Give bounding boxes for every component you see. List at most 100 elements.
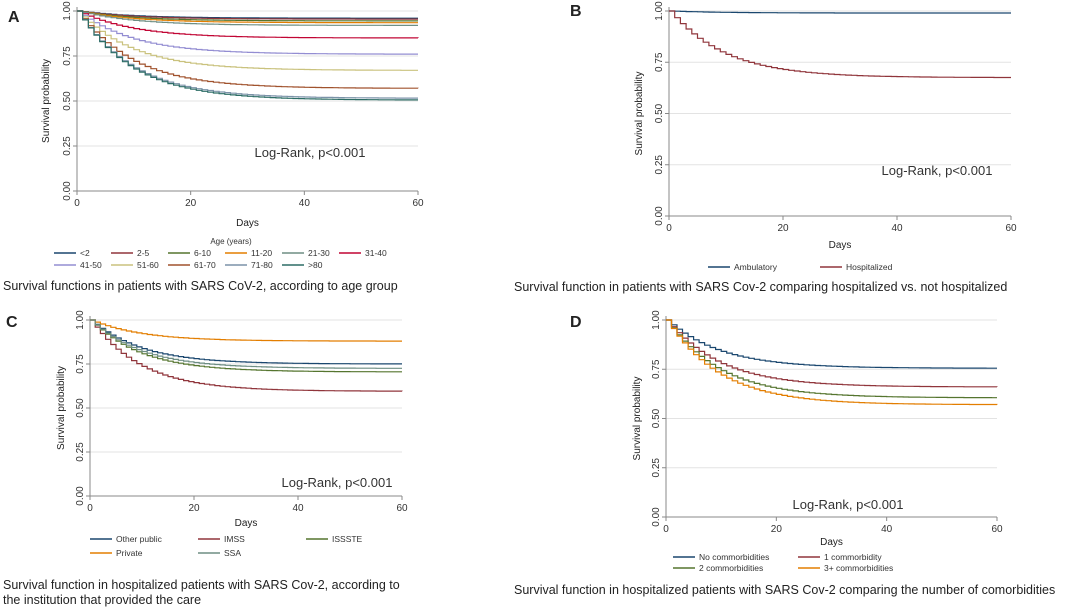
legend-label: 71-80: [251, 260, 273, 270]
y-tick-label: 0.50: [62, 91, 73, 111]
legend-label: 31-40: [365, 248, 387, 258]
legend-label: 2 commorbidities: [699, 563, 763, 573]
series-line-d-2: [666, 319, 997, 399]
x-tick-label: 40: [299, 198, 311, 209]
legend-label: Private: [116, 548, 143, 558]
y-tick-label: 1.00: [62, 1, 73, 21]
series-line-a-7: [77, 10, 418, 71]
x-tick-label: 60: [412, 198, 424, 209]
legend-label: Other public: [116, 534, 163, 544]
series-line-a-3: [77, 10, 418, 24]
y-tick-label: 0.75: [75, 354, 86, 374]
series-line-d-3: [666, 319, 998, 406]
y-tick-label: 0.50: [651, 408, 662, 428]
y-tick-label: 0.25: [75, 442, 86, 462]
y-tick-label: 0.00: [62, 181, 73, 201]
figure-caption: Survival function in hospitalized patien…: [3, 578, 400, 607]
y-axis-title: Survival probability: [56, 366, 67, 450]
x-tick-label: 0: [663, 524, 669, 535]
series-line-a-4: [77, 10, 418, 26]
legend-label: 1 commorbidity: [824, 552, 882, 562]
logrank-annotation: Log-Rank, p<0.001: [255, 145, 366, 160]
x-tick-label: 40: [891, 223, 903, 234]
panel-letter: A: [8, 9, 20, 26]
legend-label: Hospitalized: [846, 262, 893, 272]
legend-label: 11-20: [251, 248, 272, 258]
caption-line: Survival function in hospitalized patien…: [514, 583, 1055, 597]
x-axis-title: Days: [236, 218, 259, 229]
y-tick-label: 0.50: [654, 103, 665, 123]
legend-title: Age (years): [210, 237, 252, 246]
legend-label: 21-30: [308, 248, 330, 258]
logrank-annotation: Log-Rank, p<0.001: [282, 475, 393, 490]
caption-line: Survival function in patients with SARS …: [514, 280, 1007, 294]
series-line-c-0: [90, 319, 402, 365]
series-line-d-1: [666, 319, 998, 388]
y-tick-label: 0.25: [62, 136, 73, 156]
x-tick-label: 0: [666, 223, 672, 234]
legend-label: 6-10: [194, 248, 211, 258]
y-tick-label: 0.50: [75, 398, 86, 418]
legend-label: Ambulatory: [734, 262, 778, 272]
x-axis-title: Days: [820, 537, 843, 548]
x-tick-label: 40: [292, 503, 304, 514]
legend-label: ISSSTE: [332, 534, 363, 544]
figure-caption: Survival function in hospitalized patien…: [514, 583, 1055, 597]
series-line-c-1: [90, 319, 403, 392]
legend-label: 2-5: [137, 248, 150, 258]
figure-caption: Survival functions in patients with SARS…: [3, 279, 398, 293]
y-tick-label: 0.75: [651, 359, 662, 379]
panel-b: B 0.00 0.25 0.50 0.75 1.00 0 20 40 60 Days Survival…: [514, 1, 1017, 294]
y-tick-label: 0.25: [651, 458, 662, 478]
y-tick-label: 0.00: [75, 486, 86, 506]
y-axis-title: Survival probability: [632, 377, 643, 461]
series-line-c-4: [90, 319, 402, 369]
series-line-c-2: [90, 319, 402, 373]
y-tick-label: 0.75: [654, 52, 665, 72]
series-line-c-3: [90, 319, 402, 342]
legend-label: IMSS: [224, 534, 245, 544]
legend-label: 41-50: [80, 260, 102, 270]
legend-label: 51-60: [137, 260, 159, 270]
series-line-d-0: [666, 319, 997, 369]
x-tick-label: 20: [185, 198, 197, 209]
panel-letter: D: [570, 314, 582, 331]
y-axis-title: Survival probability: [634, 72, 645, 156]
series-line-a-5: [77, 10, 419, 39]
y-tick-label: 0.00: [651, 507, 662, 527]
series-line-a-9: [77, 10, 418, 99]
series-line-a-8: [77, 10, 419, 89]
x-tick-label: 20: [188, 503, 200, 514]
series-line-a-1: [77, 10, 418, 20]
series-line-a-6: [77, 10, 418, 55]
legend-label: No commorbidities: [699, 552, 769, 562]
x-tick-label: 0: [87, 503, 93, 514]
caption-line: the institution that provided the care: [3, 593, 201, 607]
x-tick-label: 40: [881, 524, 893, 535]
x-axis-title: Days: [235, 518, 258, 529]
legend-label: 3+ commorbidities: [824, 563, 893, 573]
x-tick-label: 0: [74, 198, 80, 209]
series-line-a-2: [77, 10, 418, 22]
x-tick-label: 20: [777, 223, 789, 234]
x-axis-title: Days: [829, 240, 852, 251]
panel-letter: B: [570, 3, 582, 20]
x-tick-label: 60: [991, 524, 1003, 535]
y-tick-label: 1.00: [75, 310, 86, 330]
y-tick-label: 0.00: [654, 206, 665, 226]
caption-line: Survival function in hospitalized patien…: [3, 578, 400, 592]
y-tick-label: 0.75: [62, 46, 73, 66]
panel-c: C 0.00 0.25 0.50 0.75 1.00 0 20 40 60 Days Survival…: [3, 310, 408, 607]
logrank-annotation: Log-Rank, p<0.001: [793, 497, 904, 512]
caption-line: Survival functions in patients with SARS…: [3, 279, 398, 293]
legend-label: <2: [80, 248, 90, 258]
legend-label: >80: [308, 260, 323, 270]
x-tick-label: 20: [771, 524, 783, 535]
panel-letter: C: [6, 314, 18, 331]
series-line-a-10: [77, 10, 418, 101]
y-tick-label: 0.25: [654, 155, 665, 175]
logrank-annotation: Log-Rank, p<0.001: [882, 163, 993, 178]
legend-label: 61-70: [194, 260, 216, 270]
series-line-b-0: [669, 10, 1011, 14]
